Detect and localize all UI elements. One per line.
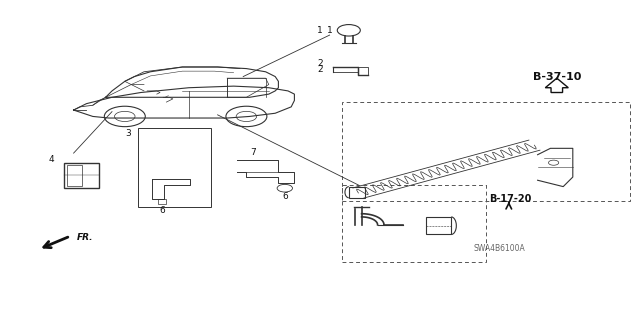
Bar <box>138 128 211 207</box>
Text: FR.: FR. <box>77 233 93 242</box>
Text: B-17-20: B-17-20 <box>490 194 532 204</box>
Text: SWA4B6100A: SWA4B6100A <box>474 244 525 253</box>
Bar <box>67 165 82 186</box>
Text: 1: 1 <box>327 26 333 35</box>
Text: 3: 3 <box>125 130 131 138</box>
Bar <box>64 163 99 188</box>
Text: 4: 4 <box>49 155 54 164</box>
Text: 7: 7 <box>250 148 255 157</box>
Text: B-37-10: B-37-10 <box>532 71 581 82</box>
Text: 2: 2 <box>317 65 323 74</box>
Text: 6: 6 <box>282 192 287 201</box>
Text: 2: 2 <box>317 59 323 68</box>
Text: 1: 1 <box>317 26 323 35</box>
Bar <box>342 102 630 201</box>
Text: 6: 6 <box>159 206 164 215</box>
Bar <box>342 185 486 262</box>
Bar <box>426 217 451 234</box>
Bar <box>158 199 166 204</box>
Bar <box>358 67 368 75</box>
Bar <box>349 187 365 198</box>
